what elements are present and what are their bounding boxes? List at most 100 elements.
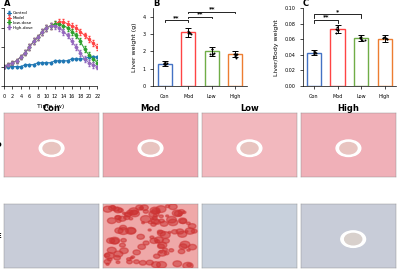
Circle shape — [43, 142, 60, 154]
Circle shape — [126, 227, 136, 234]
Point — [311, 50, 317, 54]
Circle shape — [118, 209, 123, 212]
Circle shape — [113, 207, 119, 211]
Circle shape — [159, 215, 163, 218]
Point — [335, 28, 341, 32]
Circle shape — [146, 260, 153, 265]
Bar — [228, 54, 242, 86]
Circle shape — [156, 262, 166, 268]
Point — [380, 35, 387, 39]
Point — [232, 54, 238, 58]
Circle shape — [114, 207, 122, 213]
Circle shape — [108, 258, 112, 261]
Point — [184, 31, 191, 36]
Circle shape — [167, 216, 176, 223]
Circle shape — [127, 210, 133, 214]
Circle shape — [103, 206, 112, 212]
Circle shape — [151, 219, 159, 224]
Circle shape — [168, 219, 178, 226]
Point — [233, 52, 239, 57]
Y-axis label: E: E — [0, 233, 1, 239]
Circle shape — [110, 237, 120, 244]
Circle shape — [120, 248, 128, 254]
Circle shape — [134, 260, 139, 264]
Circle shape — [130, 257, 133, 259]
Point — [334, 24, 340, 29]
Circle shape — [114, 251, 123, 257]
Circle shape — [164, 251, 169, 255]
Circle shape — [179, 244, 187, 249]
Circle shape — [138, 140, 163, 156]
Circle shape — [180, 219, 186, 224]
Point — [161, 62, 167, 66]
Circle shape — [178, 218, 187, 224]
Bar — [330, 29, 345, 86]
Circle shape — [138, 244, 146, 250]
Circle shape — [148, 229, 151, 231]
Point — [186, 30, 192, 34]
Circle shape — [154, 237, 163, 243]
Circle shape — [172, 230, 178, 234]
Circle shape — [118, 228, 128, 235]
Circle shape — [162, 238, 169, 243]
Circle shape — [159, 251, 163, 253]
Point — [358, 38, 365, 42]
Bar — [158, 63, 172, 86]
Circle shape — [173, 261, 182, 267]
Circle shape — [137, 234, 144, 239]
Point — [161, 61, 167, 65]
Point — [358, 36, 364, 41]
Circle shape — [104, 253, 110, 257]
Circle shape — [340, 142, 357, 154]
Circle shape — [111, 238, 119, 244]
Circle shape — [158, 242, 167, 248]
Circle shape — [140, 205, 148, 210]
Point — [335, 28, 341, 32]
Point — [357, 35, 364, 39]
Circle shape — [183, 262, 193, 269]
Circle shape — [130, 210, 138, 215]
Circle shape — [336, 140, 361, 156]
Circle shape — [140, 216, 151, 222]
Point — [380, 36, 386, 40]
Circle shape — [120, 243, 126, 247]
Text: A: A — [4, 0, 10, 7]
Circle shape — [149, 211, 159, 217]
Circle shape — [143, 210, 148, 213]
Text: **: ** — [322, 14, 329, 19]
Circle shape — [127, 260, 132, 264]
Bar — [181, 33, 195, 86]
Circle shape — [120, 225, 126, 230]
Point — [187, 31, 193, 35]
Circle shape — [178, 231, 187, 237]
Circle shape — [125, 213, 131, 217]
Circle shape — [139, 207, 143, 210]
Circle shape — [122, 212, 126, 214]
Bar — [378, 39, 392, 86]
Circle shape — [124, 212, 131, 217]
Circle shape — [157, 230, 163, 233]
Circle shape — [108, 218, 116, 224]
Circle shape — [159, 219, 164, 223]
Circle shape — [139, 261, 146, 265]
Circle shape — [118, 216, 126, 221]
Circle shape — [115, 228, 123, 233]
Text: **: ** — [197, 12, 203, 17]
Circle shape — [142, 142, 159, 154]
Circle shape — [158, 244, 164, 249]
Point — [162, 60, 169, 64]
Text: **: ** — [173, 15, 180, 20]
Title: Low: Low — [240, 104, 259, 113]
Circle shape — [104, 253, 114, 259]
Circle shape — [104, 259, 111, 264]
Circle shape — [169, 249, 174, 252]
Point — [208, 47, 215, 52]
Point — [333, 27, 340, 31]
Circle shape — [133, 250, 140, 255]
Point — [358, 35, 364, 39]
Point — [357, 35, 363, 40]
Point — [384, 36, 390, 41]
Point — [209, 52, 216, 56]
Circle shape — [172, 210, 182, 216]
Bar — [354, 38, 368, 86]
